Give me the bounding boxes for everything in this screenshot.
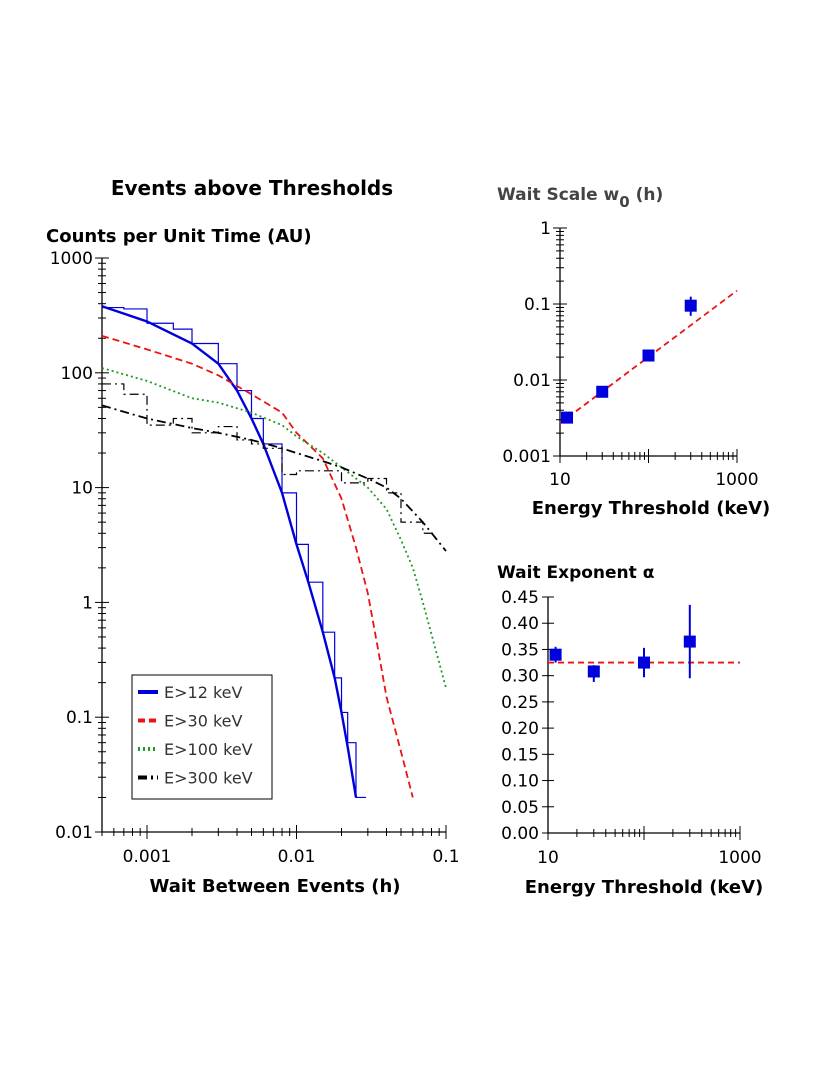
events-chart-y-axis-label: Counts per Unit Time (AU): [46, 226, 312, 247]
events-chart-axes: 0.001 0.01 0.1 0.01 0.1 1 10 100 1000: [50, 249, 460, 867]
events-chart-plot-area: [101, 305, 447, 799]
wait-exponent-chart: Wait Exponent α Energy Threshold (keV) 1…: [497, 563, 763, 898]
wait-exponent-chart-y-tick-label: 0.15: [501, 745, 539, 765]
wait-scale-chart-title: Wait Scale w0 (h): [497, 185, 663, 211]
wait-exponent-chart-axes: 10 1000 0.00 0.05 0.10 0.15 0.20 0.25 0.30 0.35 0.…: [501, 588, 761, 868]
wait-scale-chart-data-point: [596, 385, 609, 398]
events-chart-x-tick-label: 0.01: [278, 847, 316, 867]
events-chart-y-tick-label: 100: [61, 364, 93, 384]
wait-scale-title-suffix: (h): [630, 185, 664, 205]
wait-exponent-chart-y-tick-label: 0.40: [501, 614, 539, 634]
legend-label: E>30 keV: [164, 712, 243, 731]
wait-exponent-chart-y-tick-label: 0.45: [501, 588, 539, 608]
legend-label: E>100 keV: [164, 740, 253, 759]
wait-exponent-chart-data-point: [549, 648, 562, 661]
events-chart-x-tick-label: 0.001: [123, 847, 172, 867]
wait-exponent-chart-y-tick-label: 0.30: [501, 667, 539, 687]
wait-exponent-chart-data-point: [683, 635, 696, 648]
wait-scale-chart-y-tick-label: 1: [540, 219, 551, 239]
events-chart-x-axis-label: Wait Between Events (h): [150, 876, 401, 897]
wait-scale-chart-data-point: [561, 411, 574, 424]
wait-scale-title-main: Wait Scale w: [497, 185, 620, 205]
wait-scale-chart: Wait Scale w0 (h) Energy Threshold (keV)…: [497, 185, 770, 519]
events-chart-y-tick-label: 10: [71, 479, 93, 499]
events-chart-y-tick-label: 0.01: [55, 823, 93, 843]
legend-label: E>12 keV: [164, 683, 243, 702]
wait-exponent-chart-y-tick-label: 0.25: [501, 693, 539, 713]
wait-scale-title-subscript: 0: [619, 193, 629, 211]
series-histogram-e-12-kev: [102, 306, 366, 799]
series-line-e-12-kev: [101, 305, 358, 798]
wait-exponent-chart-y-tick-label: 0.00: [501, 824, 539, 844]
wait-exponent-chart-data-point: [638, 656, 650, 669]
events-chart-y-tick-label: 1: [82, 593, 93, 613]
events-chart-y-tick-label: 0.1: [66, 708, 93, 728]
wait-scale-chart-y-tick-label: 0.01: [513, 371, 551, 391]
wait-exponent-chart-plot-area: [548, 604, 740, 682]
legend-label: E>300 keV: [164, 769, 253, 788]
legend-box: [131, 674, 273, 800]
wait-scale-chart-x-tick-label: 1000: [715, 470, 758, 490]
series-line-e-300-kev: [101, 404, 447, 552]
series-histogram-e-300-kev: [102, 383, 433, 534]
events-chart: Events above Thresholds Counts per Unit …: [46, 176, 460, 897]
wait-exponent-chart-y-tick-label: 0.05: [501, 798, 539, 818]
wait-exponent-chart-x-tick-label: 1000: [718, 848, 761, 868]
wait-scale-chart-y-tick-label: 0.1: [524, 295, 551, 315]
series-line-e-30-kev: [101, 334, 414, 798]
wait-exponent-chart-y-tick-label: 0.10: [501, 772, 539, 792]
wait-scale-chart-x-axis-label: Energy Threshold (keV): [532, 498, 771, 519]
wait-exponent-chart-y-tick-label: 0.35: [501, 640, 539, 660]
events-chart-legend: E>12 keV E>30 keV E>100 keV E>300 keV: [131, 674, 273, 800]
events-chart-title: Events above Thresholds: [111, 176, 393, 200]
wait-scale-chart-plot-area: [559, 289, 738, 424]
wait-exponent-chart-x-axis-label: Energy Threshold (keV): [525, 877, 764, 898]
wait-scale-chart-y-tick-label: 0.001: [502, 447, 551, 467]
wait-exponent-chart-data-point: [587, 665, 600, 678]
events-chart-x-tick-label: 0.1: [432, 847, 459, 867]
wait-scale-chart-data-point: [684, 299, 697, 312]
wait-exponent-chart-title: Wait Exponent α: [497, 563, 654, 583]
wait-scale-chart-data-point: [642, 349, 655, 362]
series-line-e-100-kev: [101, 367, 447, 689]
wait-exponent-chart-x-tick-label: 10: [537, 848, 559, 868]
wait-scale-chart-x-tick-label: 10: [549, 470, 571, 490]
wait-scale-chart-axes: 10 1000 0.001 0.01 0.1 1: [502, 219, 758, 490]
wait-exponent-chart-y-tick-label: 0.20: [501, 719, 539, 739]
events-chart-y-tick-label: 1000: [50, 249, 93, 269]
